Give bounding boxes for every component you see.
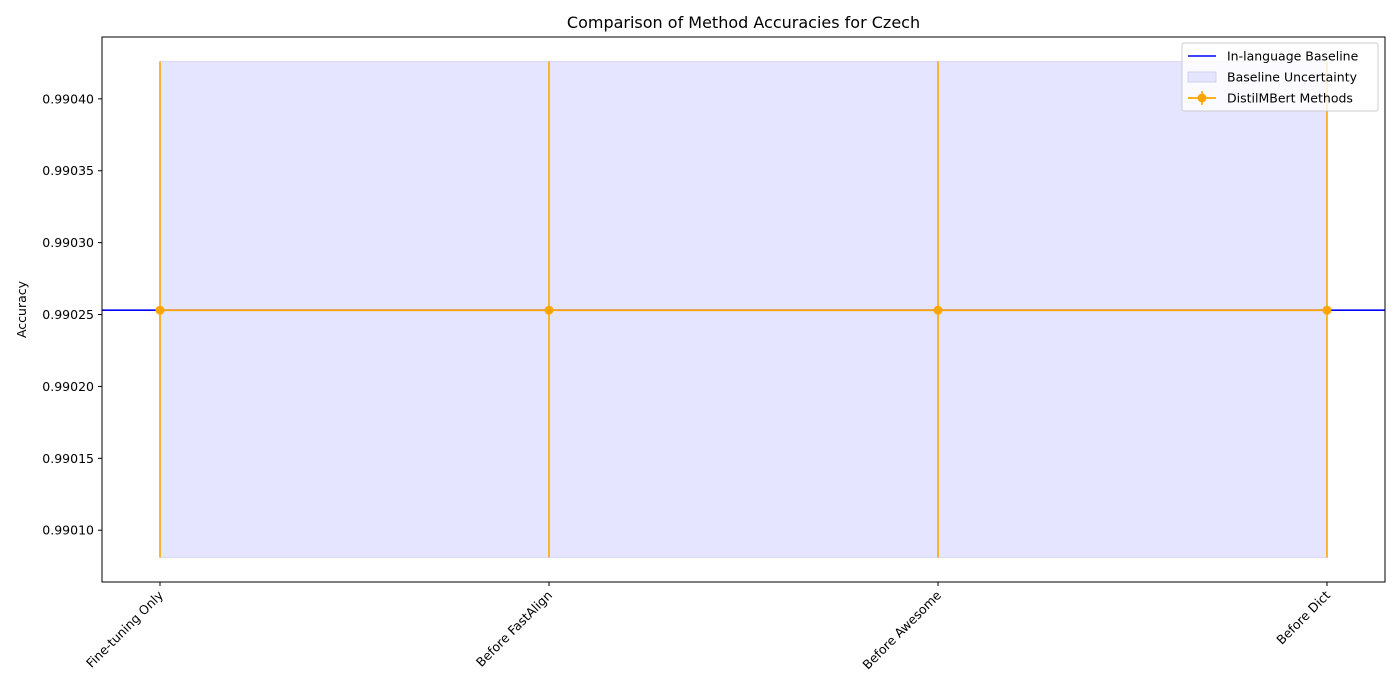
plot-area xyxy=(101,36,1386,583)
x-tick-label: Before FastAlign xyxy=(473,588,555,670)
y-axis-label: Accuracy xyxy=(14,280,29,338)
x-tick-label: Before Dict xyxy=(1273,587,1333,647)
legend-uncertainty-swatch xyxy=(1187,71,1217,83)
y-tick-label: 0.99010 xyxy=(42,523,94,538)
y-tick-label: 0.99020 xyxy=(42,379,94,394)
y-tick-label: 0.99035 xyxy=(42,163,94,178)
data-point-2 xyxy=(544,305,554,315)
data-point-3 xyxy=(933,305,943,315)
data-point-4 xyxy=(1322,305,1332,315)
y-tick-label: 0.99025 xyxy=(42,307,94,322)
chart-title: Comparison of Method Accuracies for Czec… xyxy=(567,13,920,32)
y-tick-label: 0.99040 xyxy=(42,91,94,106)
series-points xyxy=(155,305,1332,315)
y-tick-label: 0.99030 xyxy=(42,235,94,250)
x-tick-label: Before Awesome xyxy=(859,587,944,672)
legend-box xyxy=(1181,42,1379,112)
legend-uncertainty-label: Baseline Uncertainty xyxy=(1227,70,1358,85)
legend-series-swatch-marker xyxy=(1197,93,1207,103)
legend: In-language Baseline Baseline Uncertaint… xyxy=(1181,42,1379,112)
y-axis: 0.99010 0.99015 0.99020 0.99025 0.99030 0.990… xyxy=(42,91,102,538)
plot-frame xyxy=(101,36,1386,583)
data-point-1 xyxy=(155,305,165,315)
x-axis: Fine-tuning Only Before FastAlign Before A… xyxy=(83,582,1333,672)
legend-series-label: DistilMBert Methods xyxy=(1227,91,1353,106)
y-tick-label: 0.99015 xyxy=(42,451,94,466)
legend-baseline-label: In-language Baseline xyxy=(1227,49,1359,64)
x-tick-label: Fine-tuning Only xyxy=(83,587,167,671)
